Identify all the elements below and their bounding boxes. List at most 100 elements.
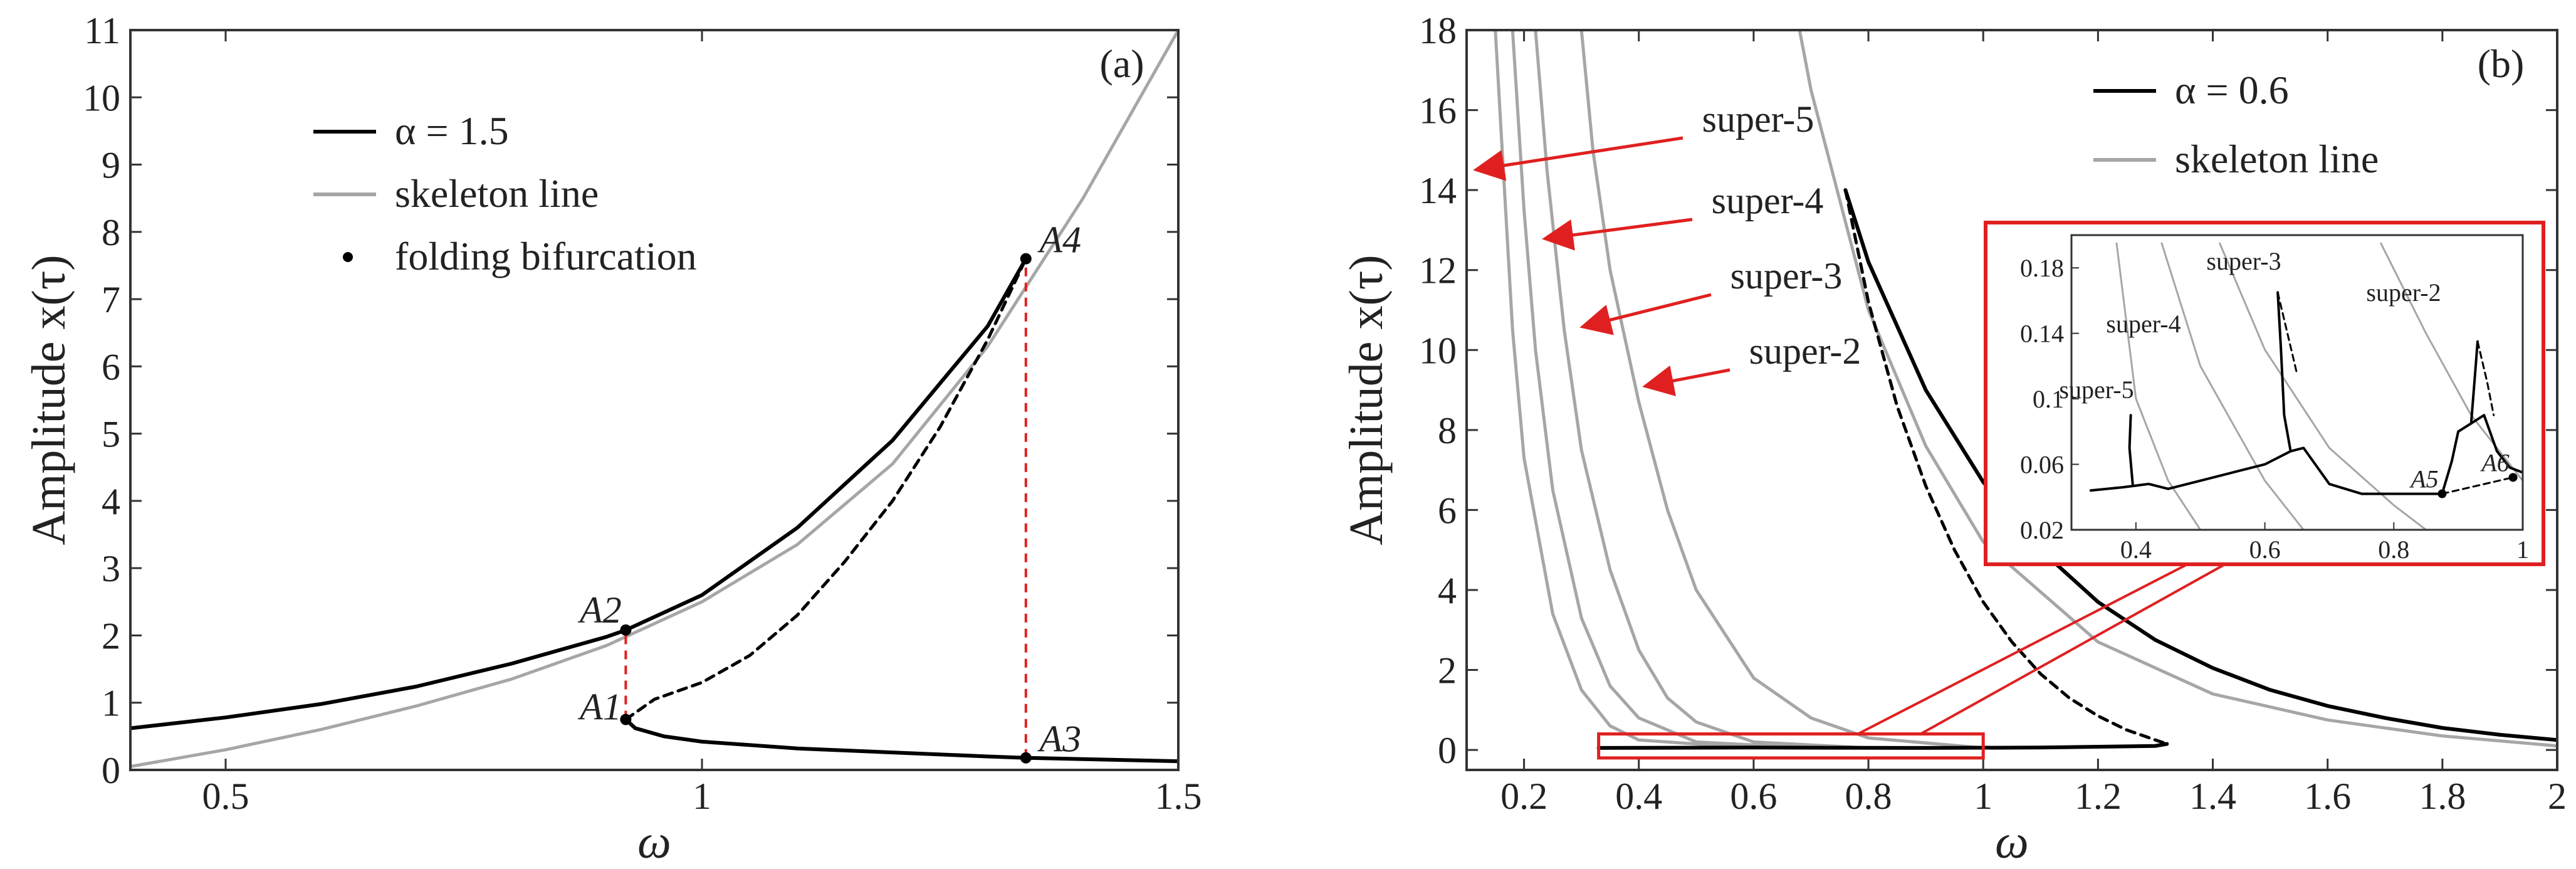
legend-entry-label: α = 0.6 (2175, 68, 2289, 112)
point-label-a1: A1 (577, 687, 622, 728)
panel-a-ytick-label: 7 (102, 279, 120, 320)
annotation-super-5: super-5 (1702, 98, 1814, 140)
inset-point-a6 (2508, 473, 2518, 482)
annotation-arrow-super-2 (1642, 365, 1730, 396)
annotation-super-3: super-3 (1730, 255, 1843, 297)
panel-a-series-skeleton-line (130, 30, 1178, 769)
inset-connector-1 (1857, 563, 2188, 735)
panel-b-frame (1465, 29, 2558, 771)
legend-entry-label: skeleton line (395, 171, 599, 216)
highlight-box (1597, 732, 1985, 760)
bifurcation-point-a2 (620, 624, 632, 636)
inset: 0.4 0.6 0.8 1 0.02 0.06 0.1 0.14 0.18 super-5 supe… (2020, 234, 2529, 564)
panel-a-xlabel: ω (637, 816, 671, 868)
panel-b-xtick-label: 2 (2548, 776, 2567, 817)
inset-xtick-label: 0.8 (2378, 535, 2409, 564)
panel-a-ytick-label: 5 (102, 414, 120, 455)
panel-a-ylabel: Amplitude x(τ) (23, 255, 75, 545)
panel-b-xtick-label: 1.6 (2304, 776, 2351, 817)
panel-a-ytick-label: 11 (84, 10, 120, 51)
panel-b-panel-label: (b) (2478, 41, 2525, 86)
panel-b-xtick-label: 1.8 (2419, 776, 2466, 817)
inset-xtick-label: 1 (2516, 535, 2529, 564)
panel-b-xtick-label: 1.4 (2189, 776, 2236, 817)
inset-series-response-branch-2 (2469, 340, 2479, 425)
inset-ytick-label: 0.06 (2020, 451, 2064, 479)
panel-a-ytick-label: 2 (102, 615, 120, 656)
legend-entry-label: skeleton line (2175, 137, 2379, 181)
inset-annotation-super-2: super-2 (2366, 278, 2441, 307)
panel-b-series-skeleton-main (1798, 30, 2557, 748)
inset-ytick-label: 0.1 (2033, 385, 2064, 413)
point-label-a2: A2 (577, 589, 622, 631)
inset-frame (2070, 234, 2524, 531)
panel-b-ytick-label: 12 (1419, 250, 1457, 292)
panel-a-ytick-label: 8 (102, 212, 120, 253)
panel-b-xtick-label: 0.2 (1500, 776, 1547, 817)
panel-b: 0.2 0.4 0.6 0.8 1 1.2 1.4 1.6 1.8 2 0 2 4 6 8 10 12 14 16 1… (1340, 10, 2567, 868)
inset-series-skeleton-super-3 (2219, 242, 2427, 530)
inset-series-skeleton-super-5 (2115, 242, 2202, 530)
inset-series-unstable-lower (2441, 476, 2515, 495)
panel-a-xtick-label: 1.5 (1155, 776, 1202, 817)
panel-b-ytick-label: 0 (1438, 730, 1457, 771)
legend-marker-dot (343, 252, 353, 262)
point-label-a4: A4 (1037, 219, 1081, 261)
inset-point-a5 (2437, 489, 2447, 498)
panel-b-xtick-label: 1 (1974, 776, 1992, 817)
panel-b-ytick-label: 10 (1419, 330, 1457, 371)
panel-a-panel-label: (a) (1099, 41, 1144, 86)
inset-series-response-branch-3 (2276, 291, 2292, 453)
annotation-arrow-super-4 (1542, 218, 1693, 251)
inset-annotation-super-4: super-4 (2106, 310, 2181, 338)
panel-a-series-lower-stable-branch (624, 717, 1178, 764)
inset-point-label-a5: A5 (2409, 465, 2438, 493)
panel-b-series-response-unstable (1843, 188, 2169, 745)
panel-b-series-skeleton-super-2 (1579, 30, 1985, 750)
panel-b-ylabel: Amplitude x(τ) (1340, 255, 1393, 545)
inset-ytick-label: 0.14 (2020, 320, 2064, 348)
legend-entry-label: folding bifurcation (395, 234, 697, 278)
inset-connector-2 (1920, 563, 2226, 735)
annotation-super-4: super-4 (1712, 180, 1824, 221)
panel-a-series-unstable-branch (624, 257, 1028, 721)
panel-b-ytick-label: 2 (1438, 650, 1457, 692)
inset-series-response-unstable-2 (2476, 340, 2495, 416)
panel-b-xtick-label: 0.6 (1730, 776, 1777, 817)
panel-b-ytick-label: 14 (1419, 170, 1457, 211)
panel-a-ytick-label: 3 (102, 548, 120, 589)
panel-b-xtick-label: 1.2 (2075, 776, 2122, 817)
inset-series-response (2089, 414, 2523, 495)
inset-ytick-label: 0.02 (2020, 516, 2064, 544)
panel-a-xtick-label: 1 (693, 776, 711, 817)
panel-b-ytick-label: 4 (1438, 570, 1457, 611)
bifurcation-point-a4 (1020, 253, 1032, 265)
point-label-a3: A3 (1037, 719, 1081, 760)
panel-b-xlabel: ω (1995, 816, 2029, 868)
bifurcation-point-a1 (620, 714, 632, 725)
panel-a-ytick-label: 10 (83, 77, 120, 118)
inset-xtick-label: 0.6 (2249, 535, 2281, 564)
panel-a-ytick-label: 6 (102, 346, 120, 387)
panel-b-ytick-label: 6 (1438, 490, 1457, 531)
panel-a-series-upper-stable-branch (130, 256, 1028, 730)
panel-a-ytick-label: 1 (102, 683, 120, 724)
annotation-arrow-super-3 (1579, 293, 1712, 335)
panel-b-xtick-label: 0.4 (1615, 776, 1662, 817)
inset-annotation-super-5: super-5 (2059, 376, 2134, 404)
panel-b-series-response-stable (1843, 188, 2557, 742)
panel-b-ytick-label: 18 (1419, 10, 1457, 51)
panel-a: 0.5 1 1.5 0 1 2 3 4 5 6 7 8 9 10 11 ω Amplitude x(τ) (a) A… (23, 10, 1202, 868)
panel-b-legend: α = 0.6 skeleton line (2093, 68, 2379, 181)
panel-a-ytick-label: 4 (102, 481, 120, 522)
panel-b-ytick-label: 8 (1438, 410, 1457, 451)
inset-plot-area (2089, 242, 2523, 530)
annotation-super-2: super-2 (1749, 330, 1861, 372)
panel-a-ytick-label: 9 (102, 145, 120, 186)
bifurcation-point-a3 (1020, 752, 1032, 764)
inset-series-skeleton-super-4 (2160, 242, 2305, 530)
panel-a-xtick-label: 0.5 (202, 776, 249, 817)
inset-xtick-label: 0.4 (2120, 535, 2152, 564)
inset-series-response-branch-5 (2128, 414, 2134, 485)
panel-a-plot-area (130, 30, 1178, 769)
